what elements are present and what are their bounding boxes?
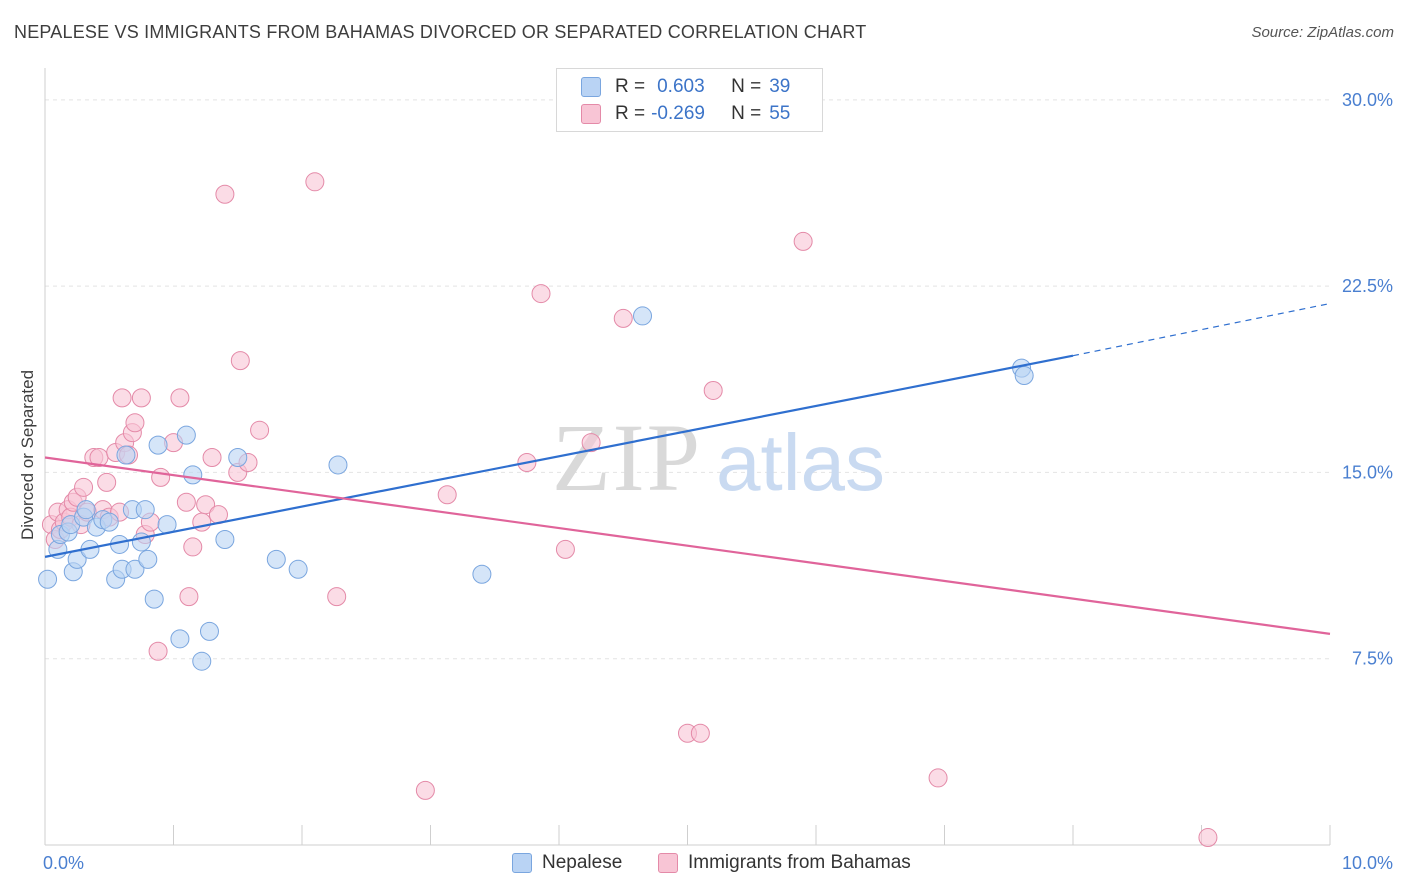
bahamas-point <box>327 587 347 607</box>
nepalese-point <box>266 549 286 569</box>
tick-labels: 7.5% 15.0% 22.5% 30.0% 0.0% 10.0% <box>43 90 1393 873</box>
nepalese-point <box>116 445 136 465</box>
bahamas-point <box>555 539 575 559</box>
bahamas-point <box>703 380 723 400</box>
legend-row-bahamas: R = -0.269 N = 55 <box>581 101 790 127</box>
bahamas-point <box>170 388 190 408</box>
legend-n-label: N = <box>731 76 762 97</box>
y-tick-label: 30.0% <box>1342 90 1393 110</box>
source-label: Source: ZipAtlas.com <box>1251 24 1394 41</box>
bahamas-point <box>112 388 132 408</box>
axes <box>44 68 1331 846</box>
x-tick-label: 10.0% <box>1342 853 1393 873</box>
bahamas-point <box>97 472 117 492</box>
nepalese-point <box>472 564 492 584</box>
nepalese-point <box>148 435 168 455</box>
legend-r-label: R = <box>615 76 646 97</box>
chart-title: NEPALESE VS IMMIGRANTS FROM BAHAMAS DIVO… <box>14 22 867 42</box>
nepalese-point <box>328 455 348 475</box>
bahamas-point <box>74 477 94 497</box>
y-tick-label: 7.5% <box>1352 649 1393 669</box>
y-tick-label: 15.0% <box>1342 462 1393 482</box>
bahamas-point <box>230 351 250 371</box>
nepalese-trend-extension <box>1072 302 1331 357</box>
legend-n-label: N = <box>731 103 762 124</box>
bahamas-point <box>179 587 199 607</box>
bahamas-point <box>581 433 601 453</box>
watermark-atlas: atlas <box>716 418 885 507</box>
bahamas-point <box>531 284 551 304</box>
nepalese-point <box>176 425 196 445</box>
bahamas-point <box>250 420 270 440</box>
nepalese-point <box>633 306 653 326</box>
bottom-legend-label-bahamas: Immigrants from Bahamas <box>688 852 911 873</box>
trend-lines <box>44 302 1331 635</box>
bahamas-point <box>151 467 171 487</box>
bottom-legend-label-nepalese: Nepalese <box>542 852 623 873</box>
legend-row-nepalese: R = 0.603 N = 39 <box>581 74 790 100</box>
bahamas-point <box>437 485 457 505</box>
legend-n-value-nepalese: 39 <box>769 76 791 97</box>
legend-box: R = 0.603 N = 39 R = -0.269 N = 55 <box>556 68 823 132</box>
watermark-zip: ZIP <box>552 404 702 511</box>
bottom-legend-nepalese: Nepalese <box>512 852 622 874</box>
bahamas-point <box>131 388 151 408</box>
bahamas-trend-line <box>44 456 1331 635</box>
bahamas-point <box>176 492 196 512</box>
legend-r-value-nepalese: 0.603 <box>657 76 705 97</box>
nepalese-point <box>215 529 235 549</box>
grid-lines <box>45 99 1330 660</box>
nepalese-point <box>228 448 248 468</box>
bahamas-point <box>183 537 203 557</box>
bahamas-point <box>415 780 435 800</box>
bahamas-point <box>215 184 235 204</box>
nepalese-point <box>38 569 58 589</box>
legend-n-value-bahamas: 55 <box>769 103 791 124</box>
nepalese-point <box>183 465 203 485</box>
nepalese-point <box>125 559 145 579</box>
watermark: ZIP atlas <box>552 404 885 511</box>
bahamas-point <box>1198 828 1218 848</box>
nepalese-point <box>170 629 190 649</box>
bahamas-point <box>196 495 216 515</box>
legend-swatch-nepalese <box>581 77 601 97</box>
bahamas-point <box>928 768 948 788</box>
legend-r-value-bahamas: -0.269 <box>651 103 705 124</box>
bahamas-point <box>305 172 325 192</box>
bahamas-point <box>613 308 633 328</box>
bahamas-point <box>793 231 813 251</box>
bottom-legend-swatch-nepalese <box>512 853 532 873</box>
nepalese-point <box>192 651 212 671</box>
bottom-legend-swatch-bahamas <box>658 853 678 873</box>
nepalese-point <box>99 512 119 532</box>
bahamas-point <box>125 413 145 433</box>
y-tick-label: 22.5% <box>1342 276 1393 296</box>
nepalese-point <box>76 500 96 520</box>
bahamas-point <box>202 448 222 468</box>
legend-swatch-bahamas <box>581 104 601 124</box>
nepalese-point <box>144 589 164 609</box>
bahamas-point <box>690 723 710 743</box>
nepalese-point <box>138 549 158 569</box>
legend-r-label: R = <box>615 103 646 124</box>
nepalese-trend-line <box>44 354 1074 558</box>
nepalese-point <box>1014 366 1034 386</box>
nepalese-point <box>199 621 219 641</box>
x-tick-label: 0.0% <box>43 853 84 873</box>
nepalese-point <box>135 500 155 520</box>
nepalese-point <box>288 559 308 579</box>
bottom-legend-bahamas: Immigrants from Bahamas <box>658 852 911 874</box>
bahamas-point <box>148 641 168 661</box>
